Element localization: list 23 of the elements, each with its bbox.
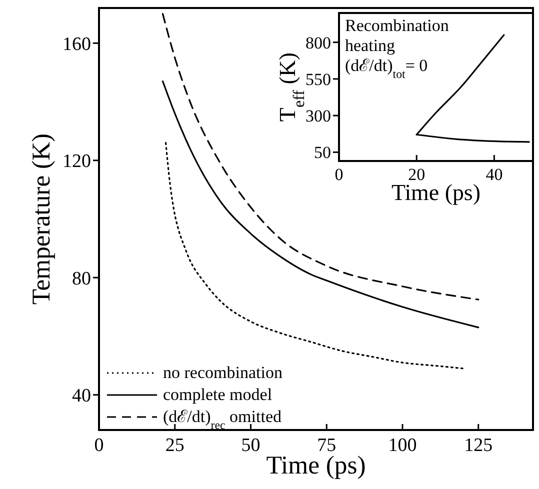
x-tick-label: 0	[94, 435, 104, 456]
y-tick-label: 50	[314, 143, 331, 162]
y-tick-label: 160	[62, 34, 91, 55]
y-axis-title: Temperature (K)	[26, 133, 56, 305]
y-tick-label: 40	[72, 385, 91, 406]
annotation: Recombination	[345, 16, 450, 35]
x-tick-label: 100	[388, 435, 417, 456]
y-tick-label: 800	[306, 33, 331, 52]
x-tick-label: 40	[486, 165, 503, 184]
legend-label: (dℰ/dt)$_{rec}$ omitted	[163, 407, 282, 432]
x-tick-label: 125	[464, 435, 493, 456]
line-series	[162, 13, 480, 300]
y-tick-label: 80	[72, 268, 91, 290]
annotation: heating	[345, 36, 396, 55]
annotation: (dℰ/dt)$_{tot}$= 0	[345, 56, 428, 81]
x-tick-label: 50	[241, 435, 260, 456]
y-tick-label: 120	[62, 151, 91, 172]
legend-label: no recombination	[163, 363, 283, 382]
x-tick-label: 25	[165, 435, 184, 456]
legend-label: complete model	[163, 385, 272, 404]
x-tick-label: 0	[334, 165, 344, 184]
y-tick-label: 300	[306, 106, 331, 126]
y-tick-label: 550	[306, 70, 331, 89]
